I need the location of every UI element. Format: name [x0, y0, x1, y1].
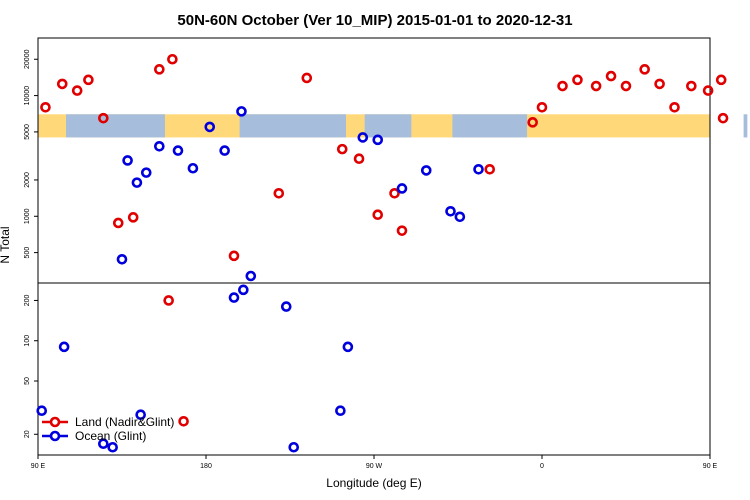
- land-point: [301, 72, 313, 84]
- ocean-point: [135, 409, 146, 421]
- ocean-point: [280, 301, 292, 312]
- x-tick-label: 180: [200, 463, 212, 470]
- land-point: [228, 250, 240, 262]
- land-point: [154, 64, 165, 75]
- map-ocean: [364, 114, 412, 138]
- ocean-point: [420, 165, 432, 176]
- ocean-point: [58, 341, 70, 353]
- ocean-point: [445, 205, 456, 217]
- x-tick-label: 90 E: [703, 463, 718, 470]
- ocean-point: [172, 145, 184, 156]
- world-map-strip: [38, 114, 748, 138]
- chart-title: 50N-60N October (Ver 10_MIP) 2015-01-01 …: [177, 12, 572, 29]
- land-point: [372, 209, 384, 221]
- land-point: [112, 217, 124, 229]
- land-point: [702, 85, 714, 96]
- land-point: [163, 295, 174, 306]
- y-tick-label: 500: [24, 247, 31, 259]
- ocean-point: [131, 177, 143, 188]
- ocean-point: [116, 254, 128, 265]
- land-point: [715, 74, 727, 86]
- y-tick-label: 200: [24, 294, 31, 306]
- x-tick-label: 90 E: [31, 463, 46, 470]
- land-point: [572, 74, 583, 86]
- ocean-point: [122, 155, 133, 166]
- x-tick-label: 0: [540, 463, 544, 470]
- land-point: [396, 225, 408, 236]
- land-point: [527, 117, 538, 128]
- y-tick-label: 50: [24, 377, 31, 385]
- map-ocean: [452, 114, 528, 138]
- map-ocean: [743, 114, 748, 138]
- ocean-point: [204, 121, 216, 133]
- ocean-point: [335, 405, 346, 417]
- x-axis: 90 E 180 90 W 0 90 E: [31, 455, 718, 470]
- land-point: [590, 80, 602, 92]
- ocean-point: [98, 438, 109, 450]
- ocean-point: [187, 162, 199, 174]
- land-point: [605, 70, 617, 82]
- land-point: [71, 85, 83, 96]
- upper-panel-frame: [37, 37, 711, 284]
- ocean-point: [238, 284, 249, 296]
- ocean-point: [357, 132, 369, 143]
- land-point: [178, 416, 189, 427]
- land-point: [127, 212, 139, 223]
- y-tick-label: 10000: [24, 86, 31, 106]
- ocean-point: [342, 341, 354, 353]
- land-point: [40, 101, 51, 113]
- ocean-point: [154, 141, 165, 152]
- land-point: [654, 78, 665, 90]
- land-point: [686, 80, 697, 92]
- ocean-point: [236, 106, 247, 117]
- land-point: [717, 112, 729, 124]
- land-point: [389, 188, 400, 199]
- land-point: [56, 78, 68, 90]
- land-point: [639, 64, 650, 75]
- y-tick-label: 20: [24, 430, 31, 438]
- legend-label: Land (Nadir&Glint): [75, 415, 174, 429]
- legend-marker: [49, 430, 61, 442]
- x-tick-label: 90 W: [366, 463, 383, 470]
- ocean-point: [288, 441, 300, 453]
- land-point: [273, 188, 285, 199]
- map-ocean: [66, 114, 165, 138]
- ocean-point: [36, 405, 48, 417]
- data-points: [36, 53, 729, 453]
- land-point: [353, 153, 365, 164]
- land-point: [536, 101, 548, 113]
- y-tick-label: 20000: [24, 49, 31, 69]
- y-tick-label: 1000: [24, 208, 31, 224]
- ocean-point: [396, 183, 408, 194]
- ocean-point: [454, 211, 466, 223]
- legend-label: Ocean (Glint): [75, 429, 146, 443]
- land-point: [669, 101, 680, 113]
- ocean-point: [140, 167, 152, 178]
- land-point: [167, 53, 178, 65]
- land-point: [336, 143, 348, 155]
- y-tick-label: 100: [24, 335, 31, 347]
- land-point: [484, 164, 496, 175]
- y-tick-label: 2000: [24, 172, 31, 188]
- y-axis-label: N Total: [0, 226, 12, 263]
- legend: Land (Nadir&Glint)Ocean (Glint): [42, 415, 174, 443]
- ocean-point: [107, 441, 118, 453]
- lower-y-axis: 20 50 100 200: [24, 294, 38, 438]
- upper-y-axis: 500 1000 2000 5000 10000 20000: [24, 49, 38, 258]
- ocean-point: [473, 164, 484, 175]
- land-point: [83, 74, 94, 86]
- ocean-point: [228, 292, 240, 303]
- land-point: [557, 80, 568, 92]
- y-tick-label: 5000: [24, 124, 31, 140]
- land-point: [620, 80, 632, 92]
- ocean-point: [245, 270, 257, 282]
- land-point: [98, 112, 109, 124]
- ocean-point: [372, 134, 384, 146]
- x-axis-label: Longitude (deg E): [326, 476, 421, 490]
- legend-marker: [49, 416, 61, 428]
- map-ocean: [239, 114, 346, 138]
- ocean-point: [219, 145, 230, 156]
